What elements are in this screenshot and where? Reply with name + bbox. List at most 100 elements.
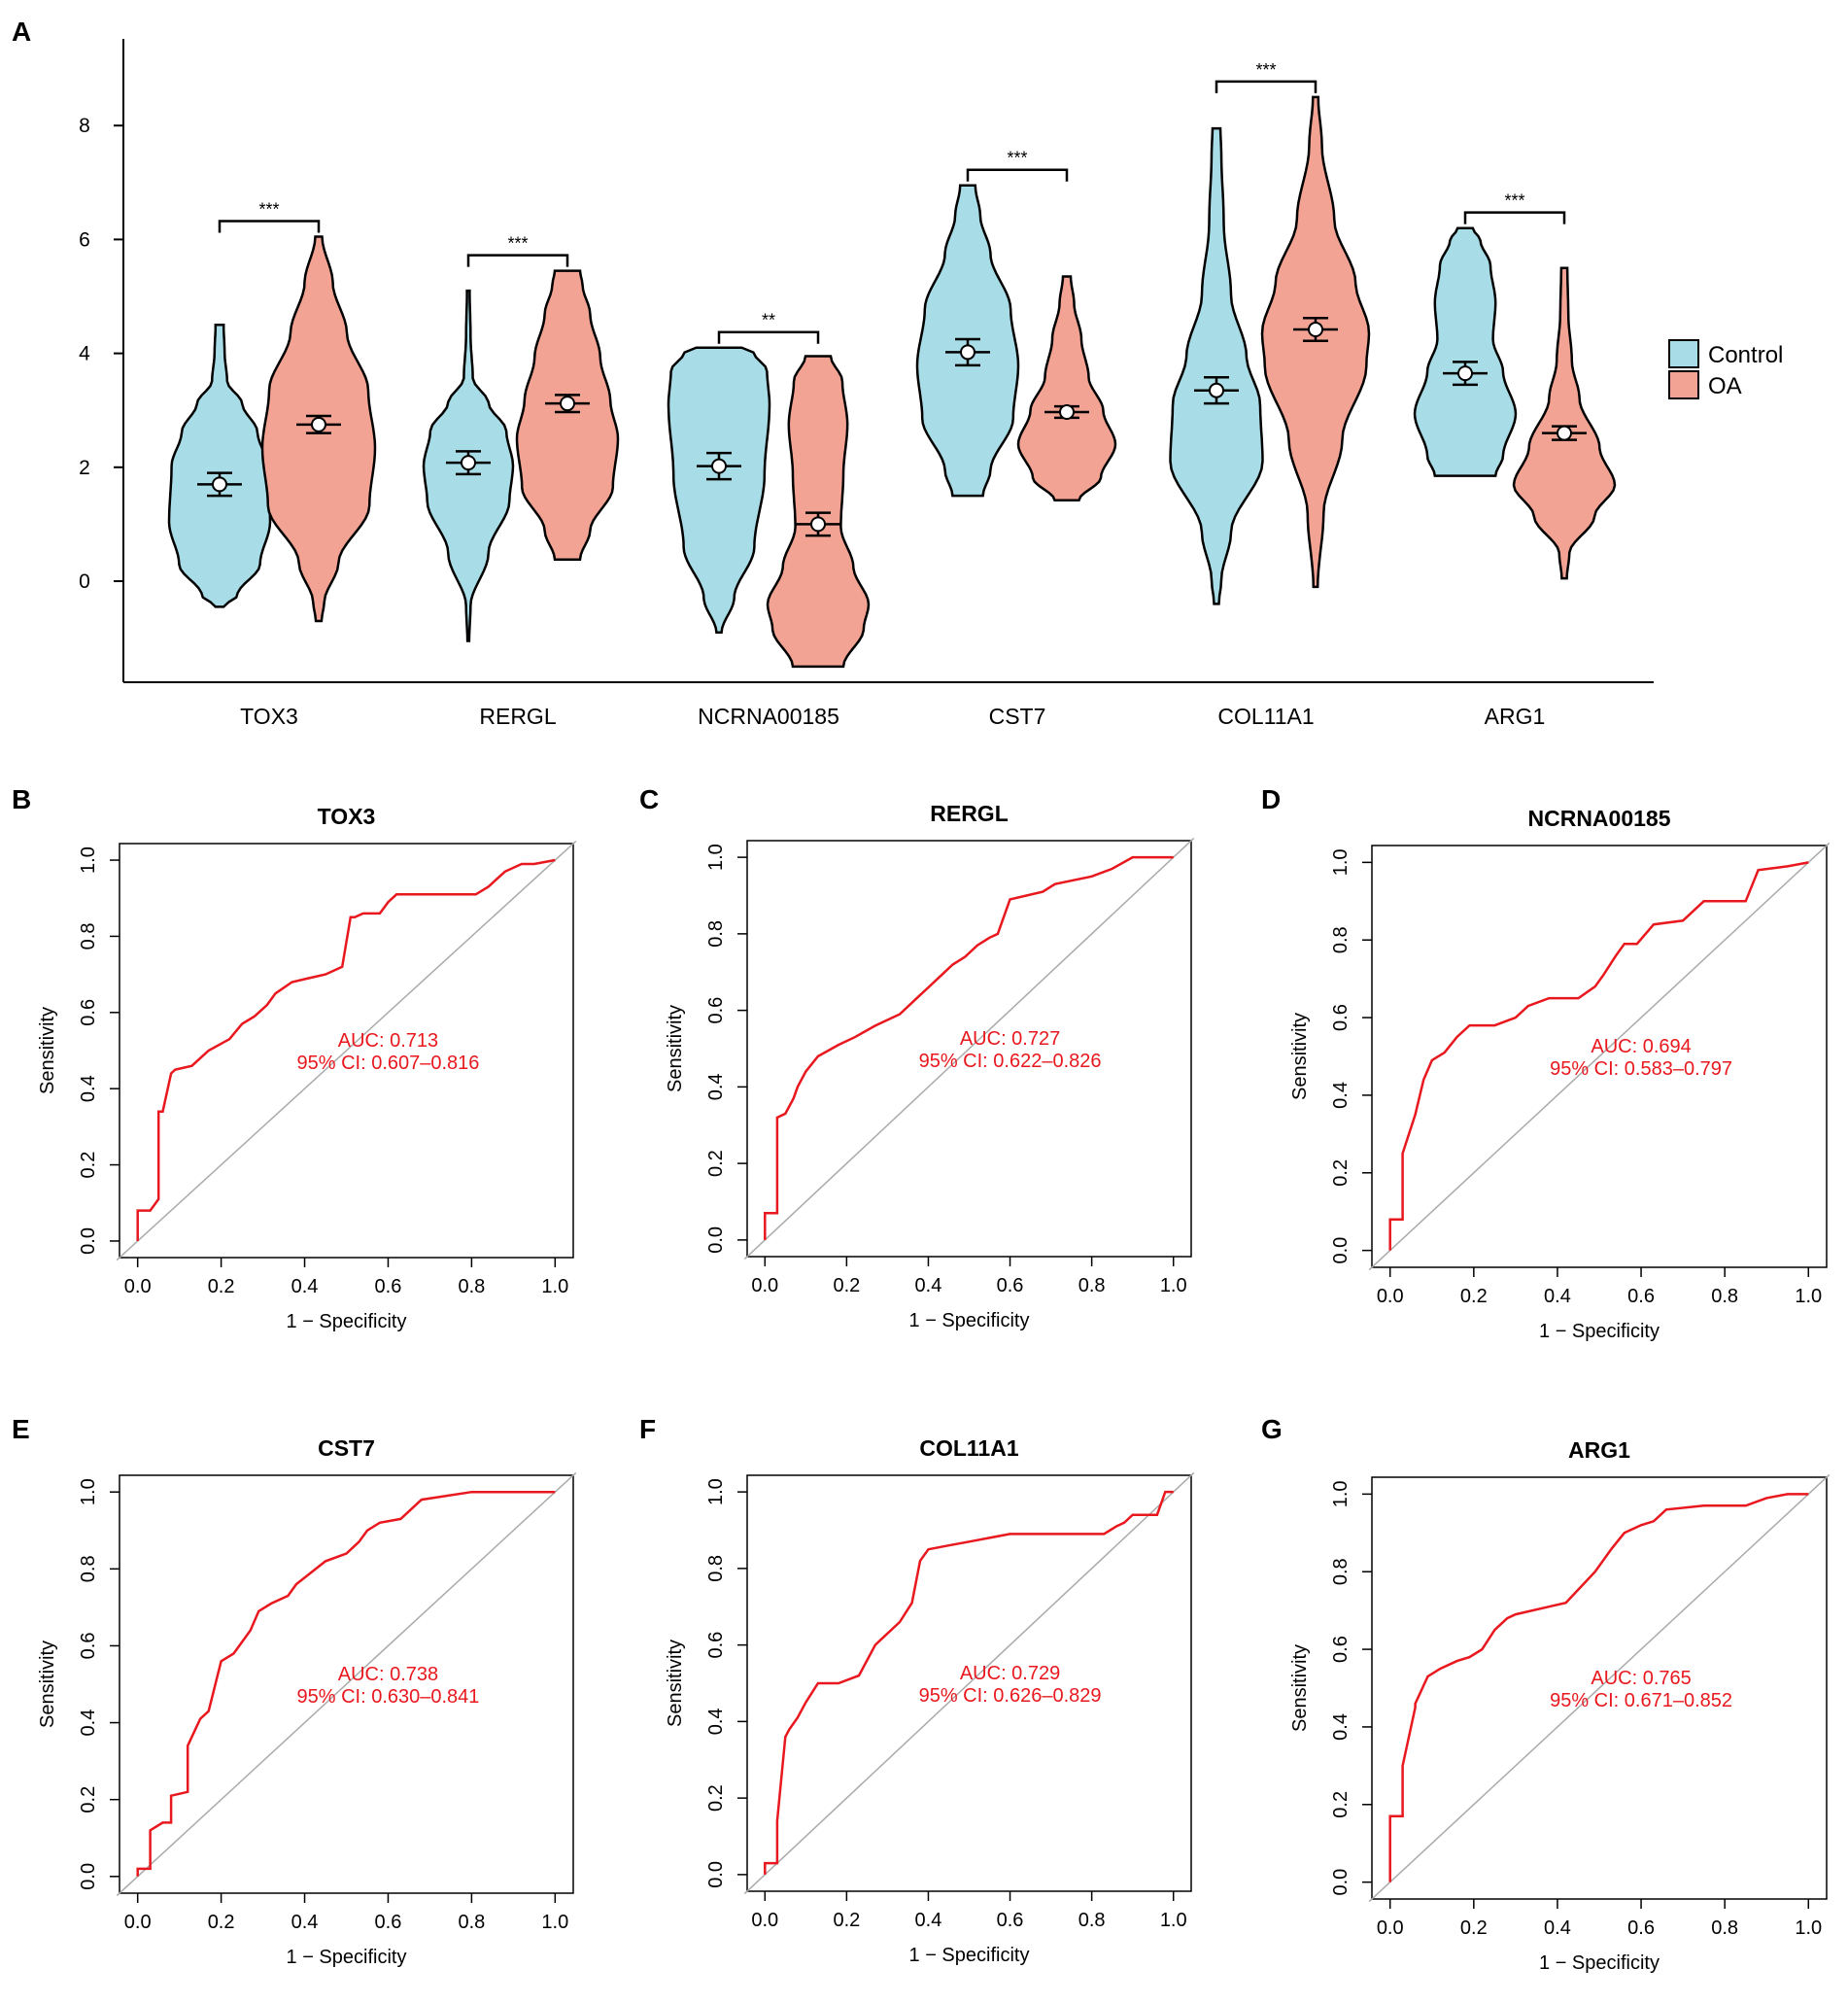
chart-title: ARG1 bbox=[1568, 1437, 1630, 1463]
mean-point bbox=[560, 396, 575, 412]
roc-chart-rergl: RERGL 0.0 0.0 0.2 0.2 0.4 0.4 0.6 0.6 0.8 0.8 1.0 1.… bbox=[665, 801, 1195, 1331]
y-tick-label: 1.0 bbox=[78, 1478, 99, 1505]
x-tick-label: 0.6 bbox=[1627, 1286, 1655, 1307]
chart-title: RERGL bbox=[930, 801, 1009, 826]
ci-label: 95% CI: 0.583–0.797 bbox=[1550, 1058, 1732, 1080]
violin-control bbox=[167, 324, 272, 608]
plot-frame bbox=[746, 840, 1192, 1258]
x-tick-label: 1.0 bbox=[1160, 1275, 1187, 1296]
violin-oa bbox=[766, 355, 871, 669]
reference-diagonal bbox=[1368, 1473, 1831, 1903]
y-tick-label: 0.6 bbox=[1330, 1004, 1352, 1031]
violin-control bbox=[1169, 126, 1264, 605]
x-tick-label: COL11A1 bbox=[1217, 704, 1314, 729]
plot-frame bbox=[119, 843, 574, 1259]
panel-letter-a: A bbox=[12, 17, 31, 47]
chart-title: TOX3 bbox=[318, 804, 376, 829]
x-tick-label: 1.0 bbox=[1795, 1286, 1822, 1307]
y-tick-label: 0.6 bbox=[705, 997, 727, 1024]
y-axis-label: Sensitivity bbox=[37, 1007, 58, 1094]
significance-label: *** bbox=[1504, 191, 1524, 211]
panel-letter-e: E bbox=[12, 1414, 30, 1444]
x-tick-label: 0.4 bbox=[915, 1910, 942, 1931]
x-tick-label: 0.6 bbox=[375, 1912, 402, 1933]
significance-label: *** bbox=[507, 234, 528, 254]
plot-frame bbox=[119, 1474, 574, 1894]
ci-label: 95% CI: 0.626–0.829 bbox=[919, 1685, 1102, 1707]
roc-chart-arg1: ARG1 0.0 0.0 0.2 0.2 0.4 0.4 0.6 0.6 0.8 0.8 1.0 1.0… bbox=[1289, 1437, 1831, 1974]
significance-label: *** bbox=[1007, 149, 1027, 168]
x-axis-label: 1 − Specificity bbox=[287, 1947, 407, 1968]
mean-point bbox=[212, 476, 227, 493]
roc-curve bbox=[764, 855, 1174, 1240]
y-tick-label: 0.4 bbox=[705, 1073, 727, 1100]
reference-diagonal bbox=[116, 1471, 577, 1897]
roc-curve bbox=[1388, 1493, 1809, 1882]
x-tick-label: 0.8 bbox=[1078, 1275, 1106, 1296]
panel-letter-g: G bbox=[1261, 1414, 1283, 1444]
y-tick-label: 0.4 bbox=[1330, 1713, 1352, 1741]
x-tick-label: 0.6 bbox=[997, 1275, 1024, 1296]
x-tick-label: TOX3 bbox=[240, 704, 298, 729]
auc-label: AUC: 0.694 bbox=[1591, 1036, 1691, 1057]
y-tick-label: 1.0 bbox=[1330, 1480, 1352, 1507]
y-tick-label: 4 bbox=[79, 343, 90, 365]
x-axis-label: 1 − Specificity bbox=[287, 1311, 407, 1332]
mean-point bbox=[711, 458, 727, 474]
violin-control bbox=[1413, 226, 1518, 477]
violin-oa bbox=[1512, 266, 1617, 580]
roc-chart-ncrna00185: NCRNA00185 0.0 0.0 0.2 0.2 0.4 0.4 0.6 0.6 0.8 0.8… bbox=[1289, 806, 1831, 1342]
x-tick-label: 0.0 bbox=[751, 1275, 778, 1296]
y-tick-label: 0.0 bbox=[78, 1227, 99, 1255]
panel-letter-d: D bbox=[1261, 784, 1281, 814]
x-tick-label: 0.2 bbox=[833, 1910, 860, 1931]
y-tick-label: 0.4 bbox=[705, 1708, 727, 1735]
y-tick-label: 0.0 bbox=[705, 1861, 727, 1888]
panel-letter-c: C bbox=[639, 784, 659, 814]
mean-point bbox=[311, 416, 326, 432]
x-tick-label: 1.0 bbox=[541, 1912, 568, 1933]
mean-point bbox=[461, 455, 476, 471]
chart-title: NCRNA00185 bbox=[1527, 806, 1670, 831]
panel-letter-b: B bbox=[12, 784, 31, 814]
x-tick-label: 0.6 bbox=[375, 1276, 402, 1297]
y-tick-label: 0.4 bbox=[78, 1709, 99, 1737]
y-tick-label: 1.0 bbox=[1330, 848, 1352, 876]
significance-bracket bbox=[1215, 80, 1318, 93]
auc-label: AUC: 0.729 bbox=[960, 1663, 1060, 1684]
y-axis-label: Sensitivity bbox=[665, 1640, 686, 1727]
roc-curve bbox=[136, 1490, 556, 1877]
ci-label: 95% CI: 0.622–0.826 bbox=[919, 1051, 1102, 1072]
y-tick-label: 8 bbox=[79, 115, 90, 137]
significance-bracket bbox=[466, 254, 569, 267]
x-tick-label: 0.8 bbox=[1078, 1910, 1106, 1931]
x-tick-label: 0.4 bbox=[291, 1276, 319, 1297]
mean-point bbox=[1457, 365, 1473, 382]
mean-point bbox=[810, 516, 826, 533]
y-tick-label: 0.6 bbox=[1330, 1636, 1352, 1663]
x-tick-label: 0.2 bbox=[208, 1276, 235, 1297]
legend-swatch-control bbox=[1668, 339, 1699, 368]
mean-point bbox=[1308, 321, 1323, 337]
reference-diagonal bbox=[116, 840, 577, 1261]
x-tick-label: 0.6 bbox=[997, 1910, 1024, 1931]
roc-chart-cst7: CST7 0.0 0.0 0.2 0.2 0.4 0.4 0.6 0.6 0.8 0.8 1.0 1.0… bbox=[37, 1435, 577, 1968]
y-tick-label: 0.0 bbox=[1330, 1869, 1352, 1896]
y-axis-label: Sensitivity bbox=[37, 1640, 58, 1728]
ci-label: 95% CI: 0.630–0.841 bbox=[297, 1686, 480, 1708]
reference-diagonal bbox=[1368, 842, 1831, 1271]
roc-curve bbox=[136, 858, 556, 1241]
x-axis-label: 1 − Specificity bbox=[909, 1310, 1030, 1331]
x-tick-label: 0.0 bbox=[751, 1910, 778, 1931]
x-tick-label: 0.8 bbox=[1711, 1286, 1738, 1307]
y-axis-label: Sensitivity bbox=[1289, 1013, 1311, 1100]
x-tick-label: ARG1 bbox=[1485, 704, 1546, 729]
y-tick-label: 0.0 bbox=[705, 1226, 727, 1254]
roc-curve bbox=[1388, 861, 1809, 1251]
y-tick-label: 0.6 bbox=[78, 999, 99, 1026]
plot-frame bbox=[746, 1474, 1192, 1892]
x-tick-label: 0.0 bbox=[124, 1276, 152, 1297]
auc-label: AUC: 0.765 bbox=[1591, 1668, 1691, 1689]
x-tick-label: 0.8 bbox=[458, 1912, 485, 1933]
y-tick-label: 0.8 bbox=[705, 1555, 727, 1582]
